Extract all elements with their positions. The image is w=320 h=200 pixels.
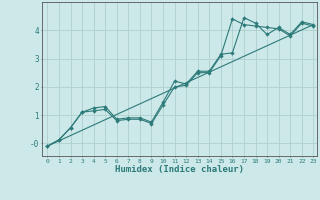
X-axis label: Humidex (Indice chaleur): Humidex (Indice chaleur) [115, 165, 244, 174]
